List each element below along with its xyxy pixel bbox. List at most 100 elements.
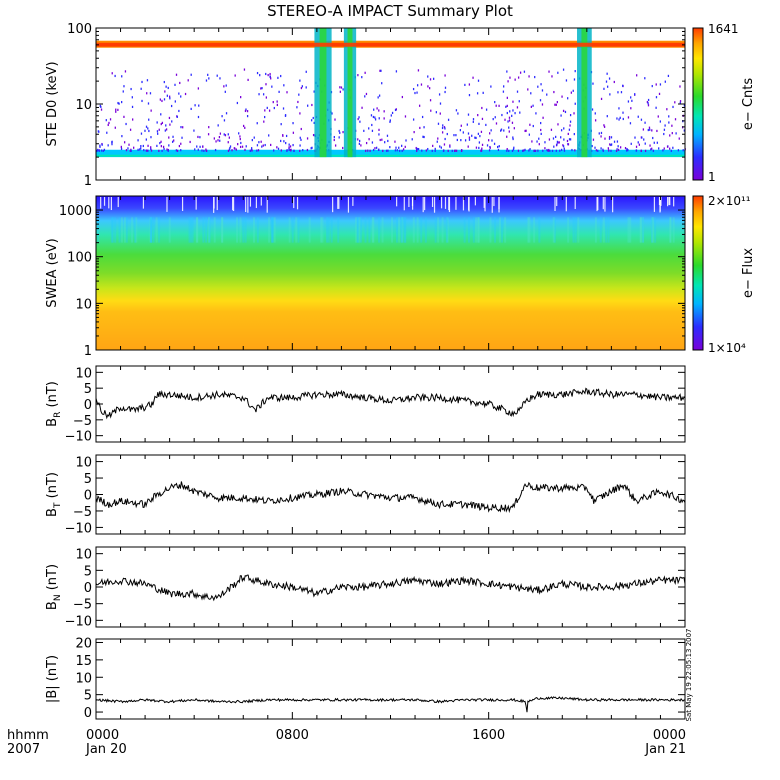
swea-data-gap	[266, 197, 268, 213]
ste-count-pixel	[357, 117, 359, 121]
ste-count-pixel	[379, 69, 381, 72]
ste-count-pixel	[231, 149, 233, 152]
swea-data-gap	[455, 197, 457, 210]
ste-count-pixel	[449, 144, 451, 147]
ste-count-pixel	[666, 108, 668, 111]
ste-count-pixel	[123, 85, 125, 88]
ste-count-pixel	[237, 143, 239, 146]
ste-count-pixel	[365, 92, 368, 96]
ste-count-pixel	[99, 145, 101, 148]
ste-count-pixel	[299, 79, 301, 82]
ste-count-pixel	[163, 80, 165, 84]
ste-count-pixel	[391, 111, 394, 115]
ste-count-pixel	[180, 95, 182, 98]
swea-data-gap	[142, 197, 145, 209]
ste-count-pixel	[302, 149, 304, 152]
ste-count-pixel	[488, 139, 490, 142]
swea-data-gap	[554, 197, 556, 211]
ste-count-pixel	[591, 108, 594, 111]
ste-count-pixel	[634, 136, 636, 139]
ste-count-pixel	[306, 148, 309, 152]
swea-data-gap	[596, 197, 598, 212]
ste-count-pixel	[172, 135, 174, 138]
y-tick-label: 1	[84, 344, 92, 359]
ste-count-pixel	[429, 78, 432, 81]
swea-column-variation	[404, 217, 407, 243]
ste-count-pixel	[361, 106, 363, 109]
ste-count-pixel	[160, 140, 162, 143]
ste-count-pixel	[595, 149, 598, 152]
ste-count-pixel	[524, 148, 526, 151]
ste-count-pixel	[312, 116, 314, 120]
ste-count-pixel	[555, 149, 557, 152]
swea-column-variation	[494, 217, 497, 243]
ste-count-pixel	[563, 127, 565, 130]
ste-count-pixel	[99, 104, 101, 108]
ste-count-pixel	[412, 87, 415, 91]
ste-count-pixel	[503, 129, 505, 132]
swea-column-variation	[472, 217, 475, 243]
ste-count-pixel	[427, 147, 429, 151]
ste-count-pixel	[162, 145, 165, 148]
ste-count-pixel	[563, 138, 565, 141]
ste-count-pixel	[357, 74, 359, 77]
swea-data-gap	[660, 197, 662, 206]
ste-count-pixel	[150, 147, 152, 151]
ste-burst-core	[319, 28, 327, 158]
ste-count-pixel	[616, 117, 618, 120]
ste-count-pixel	[310, 147, 312, 150]
y-tick-label: 5	[84, 564, 92, 579]
ste-count-pixel	[405, 139, 407, 142]
time-axis-year-label: 2007	[7, 742, 40, 757]
ste-count-pixel	[300, 138, 302, 141]
br-series-line	[95, 387, 686, 420]
ste-count-pixel	[265, 83, 267, 86]
ste-count-pixel	[641, 136, 643, 139]
swea-data-gap	[444, 197, 447, 209]
time-axis-unit-label: hhmm	[7, 728, 49, 743]
ste-count-pixel	[123, 141, 126, 144]
ste-count-pixel	[495, 104, 497, 107]
ste-count-pixel	[114, 74, 116, 78]
ste-count-pixel	[160, 113, 162, 116]
swea-column-variation	[672, 217, 675, 243]
ste-count-pixel	[289, 145, 292, 148]
ste-count-pixel	[538, 143, 540, 146]
ste-count-pixel	[544, 147, 546, 150]
ste-count-pixel	[169, 123, 171, 126]
swea-data-gap	[653, 197, 656, 212]
swea-data-gap	[260, 197, 262, 206]
ste-count-pixel	[170, 104, 173, 108]
ste-count-pixel	[101, 143, 103, 146]
ste-count-pixel	[282, 107, 285, 110]
ste-count-pixel	[613, 80, 615, 84]
ste-count-pixel	[571, 148, 573, 152]
swea-data-gap	[216, 197, 218, 211]
ste-count-pixel	[551, 75, 553, 78]
ste-count-pixel	[125, 122, 127, 126]
ste-count-pixel	[243, 68, 246, 71]
ste-count-pixel	[666, 145, 669, 148]
ste-spectrogram	[96, 28, 686, 158]
ste-count-pixel	[99, 144, 101, 147]
y-tick-label: 15	[75, 654, 92, 669]
ste-count-pixel	[331, 112, 333, 115]
swea-column-variation	[538, 217, 541, 243]
ste-count-pixel	[557, 71, 559, 74]
ste-count-pixel	[521, 149, 524, 152]
swea-column-variation	[135, 217, 138, 243]
ste-count-pixel	[432, 77, 435, 80]
ste-count-pixel	[376, 107, 378, 110]
swea-data-gap	[565, 197, 567, 212]
ste-count-pixel	[671, 124, 673, 127]
ste-count-pixel	[434, 149, 436, 152]
ste-count-pixel	[217, 124, 219, 127]
ste-count-pixel	[679, 101, 681, 104]
ste-count-pixel	[416, 84, 419, 87]
ste-count-pixel	[167, 86, 169, 90]
swea-column-variation	[327, 217, 330, 243]
ste-count-pixel	[444, 86, 447, 89]
ste-count-pixel	[121, 135, 123, 138]
ste-count-pixel	[608, 137, 611, 140]
